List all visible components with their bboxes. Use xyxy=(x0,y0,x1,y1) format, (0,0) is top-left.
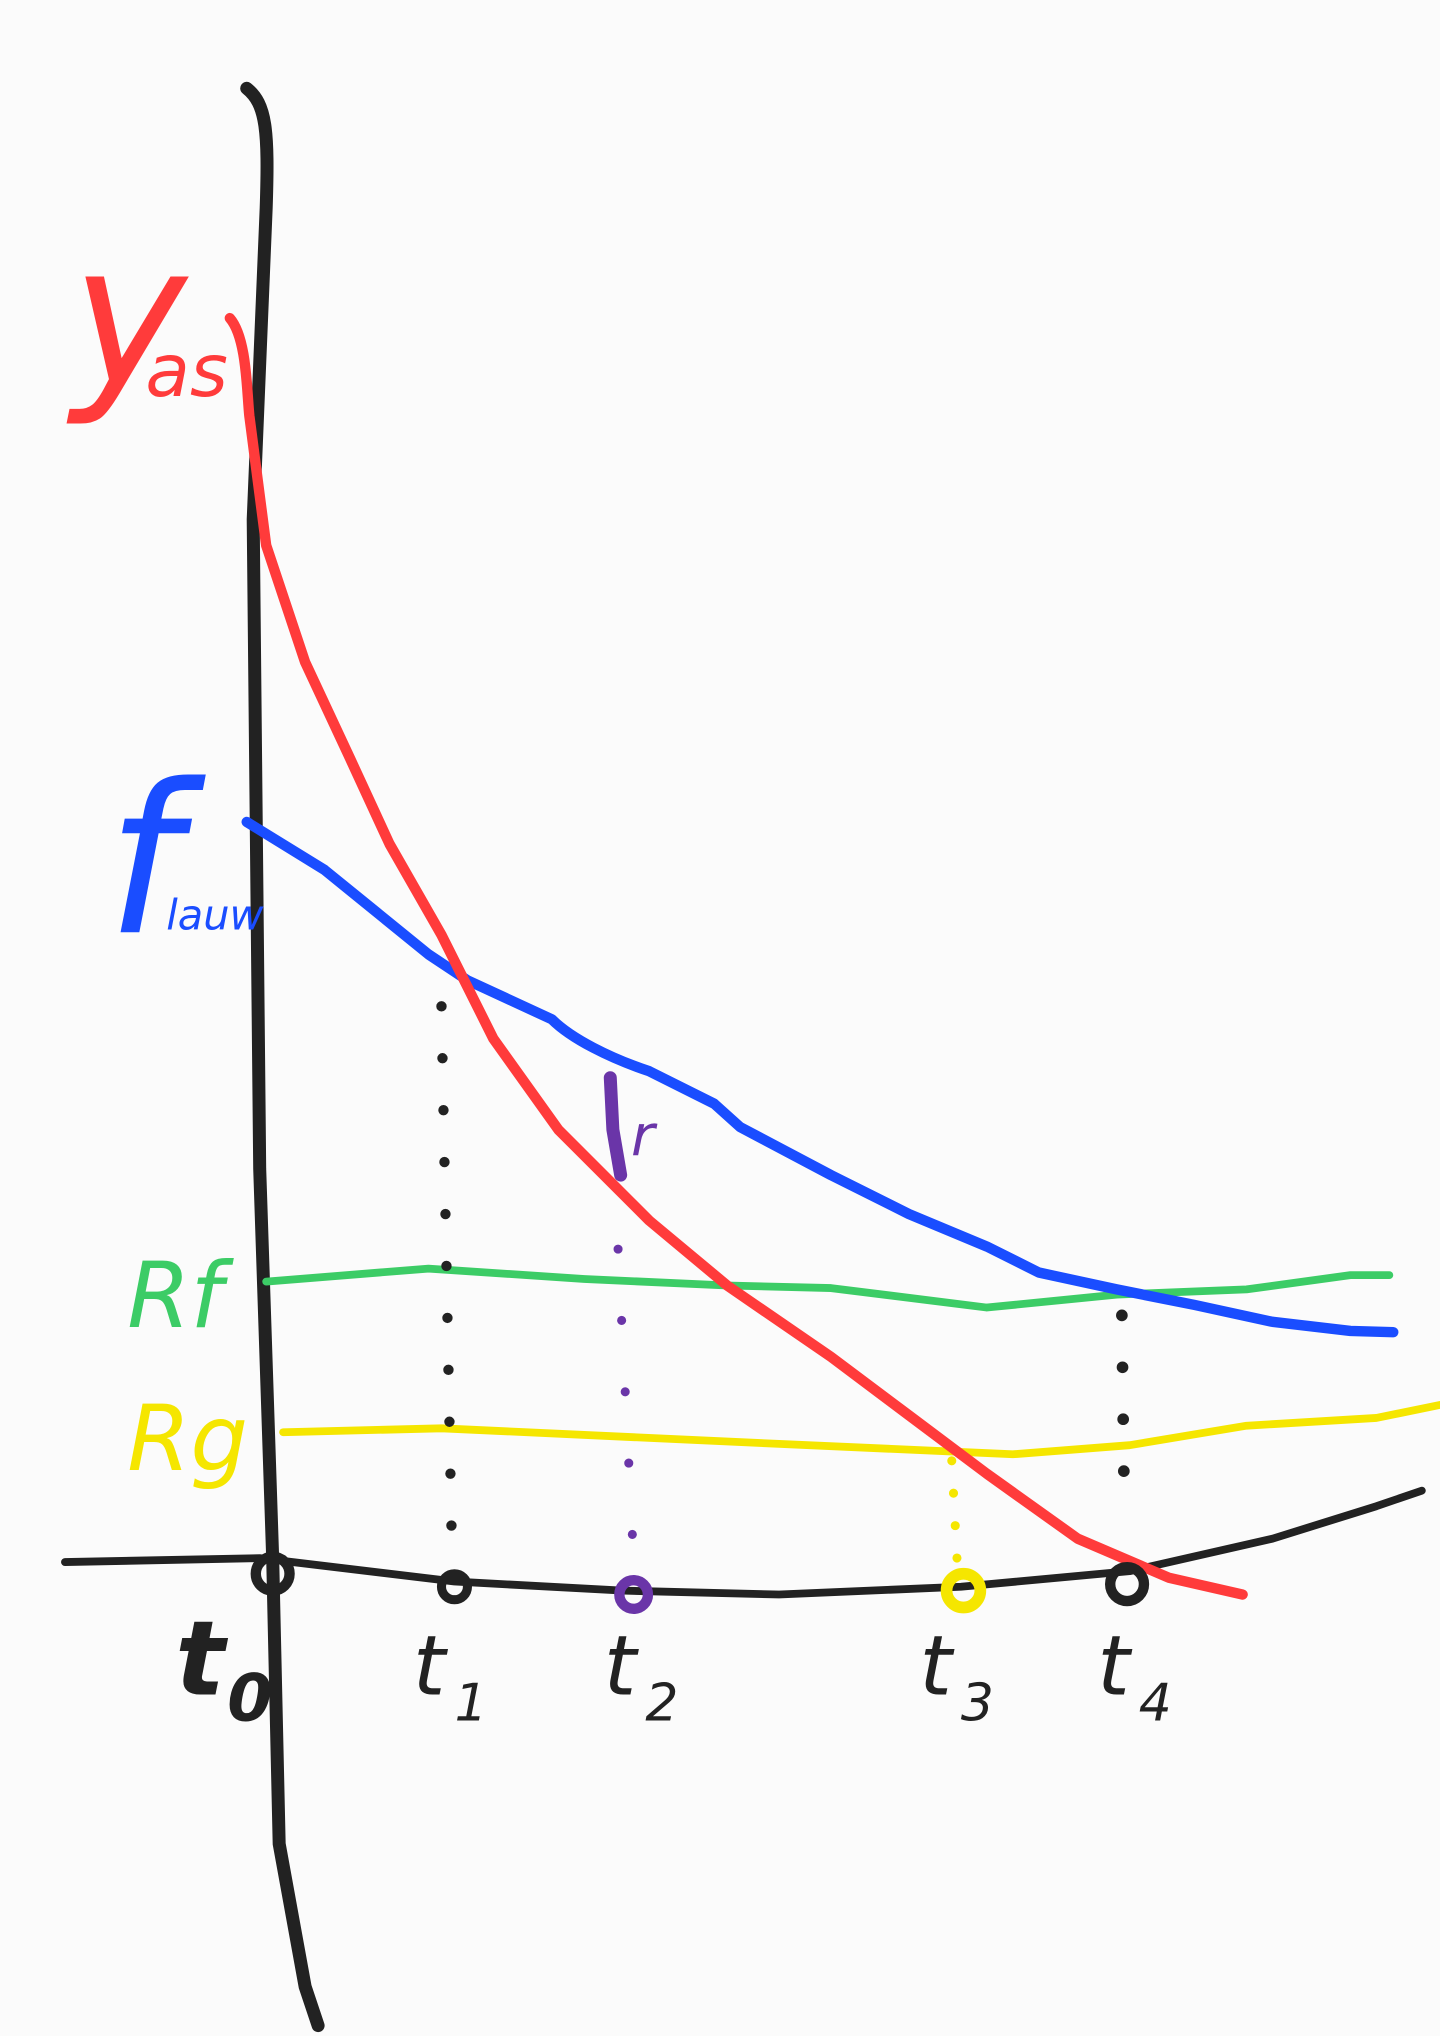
point xyxy=(614,1575,654,1614)
vertical-axis xyxy=(240,81,325,2033)
time-label-sub: 1 xyxy=(454,1673,487,1733)
point xyxy=(1104,1562,1150,1607)
time-label-sub: 2 xyxy=(645,1673,678,1733)
gap-label: r xyxy=(631,1104,658,1170)
green-line xyxy=(262,1264,1394,1312)
point xyxy=(436,1569,472,1605)
red-curve xyxy=(224,312,1248,1600)
curve-label-sub: lauw xyxy=(166,891,264,940)
drop-line xyxy=(1116,1309,1131,1528)
y-axis-label: y xyxy=(66,202,189,429)
point xyxy=(940,1567,987,1614)
time-label: t xyxy=(919,1618,955,1715)
time-label: t xyxy=(1097,1618,1133,1715)
gap-segment xyxy=(603,1071,628,1182)
time-label-sub: 0 xyxy=(227,1661,272,1736)
blue-curve xyxy=(241,816,1399,1338)
point xyxy=(250,1551,295,1596)
time-label: t xyxy=(413,1618,449,1715)
time-label-sub: 3 xyxy=(961,1673,994,1733)
y-axis-label-sub: as xyxy=(145,330,227,414)
yellow-line xyxy=(279,1401,1440,1459)
time-label-sub: 4 xyxy=(1139,1673,1172,1733)
time-label: t xyxy=(175,1600,228,1720)
line-label: Rf xyxy=(127,1244,234,1349)
horizontal-axis xyxy=(61,1486,1426,1599)
line-label: Rg xyxy=(127,1387,248,1492)
time-label: t xyxy=(604,1618,640,1715)
